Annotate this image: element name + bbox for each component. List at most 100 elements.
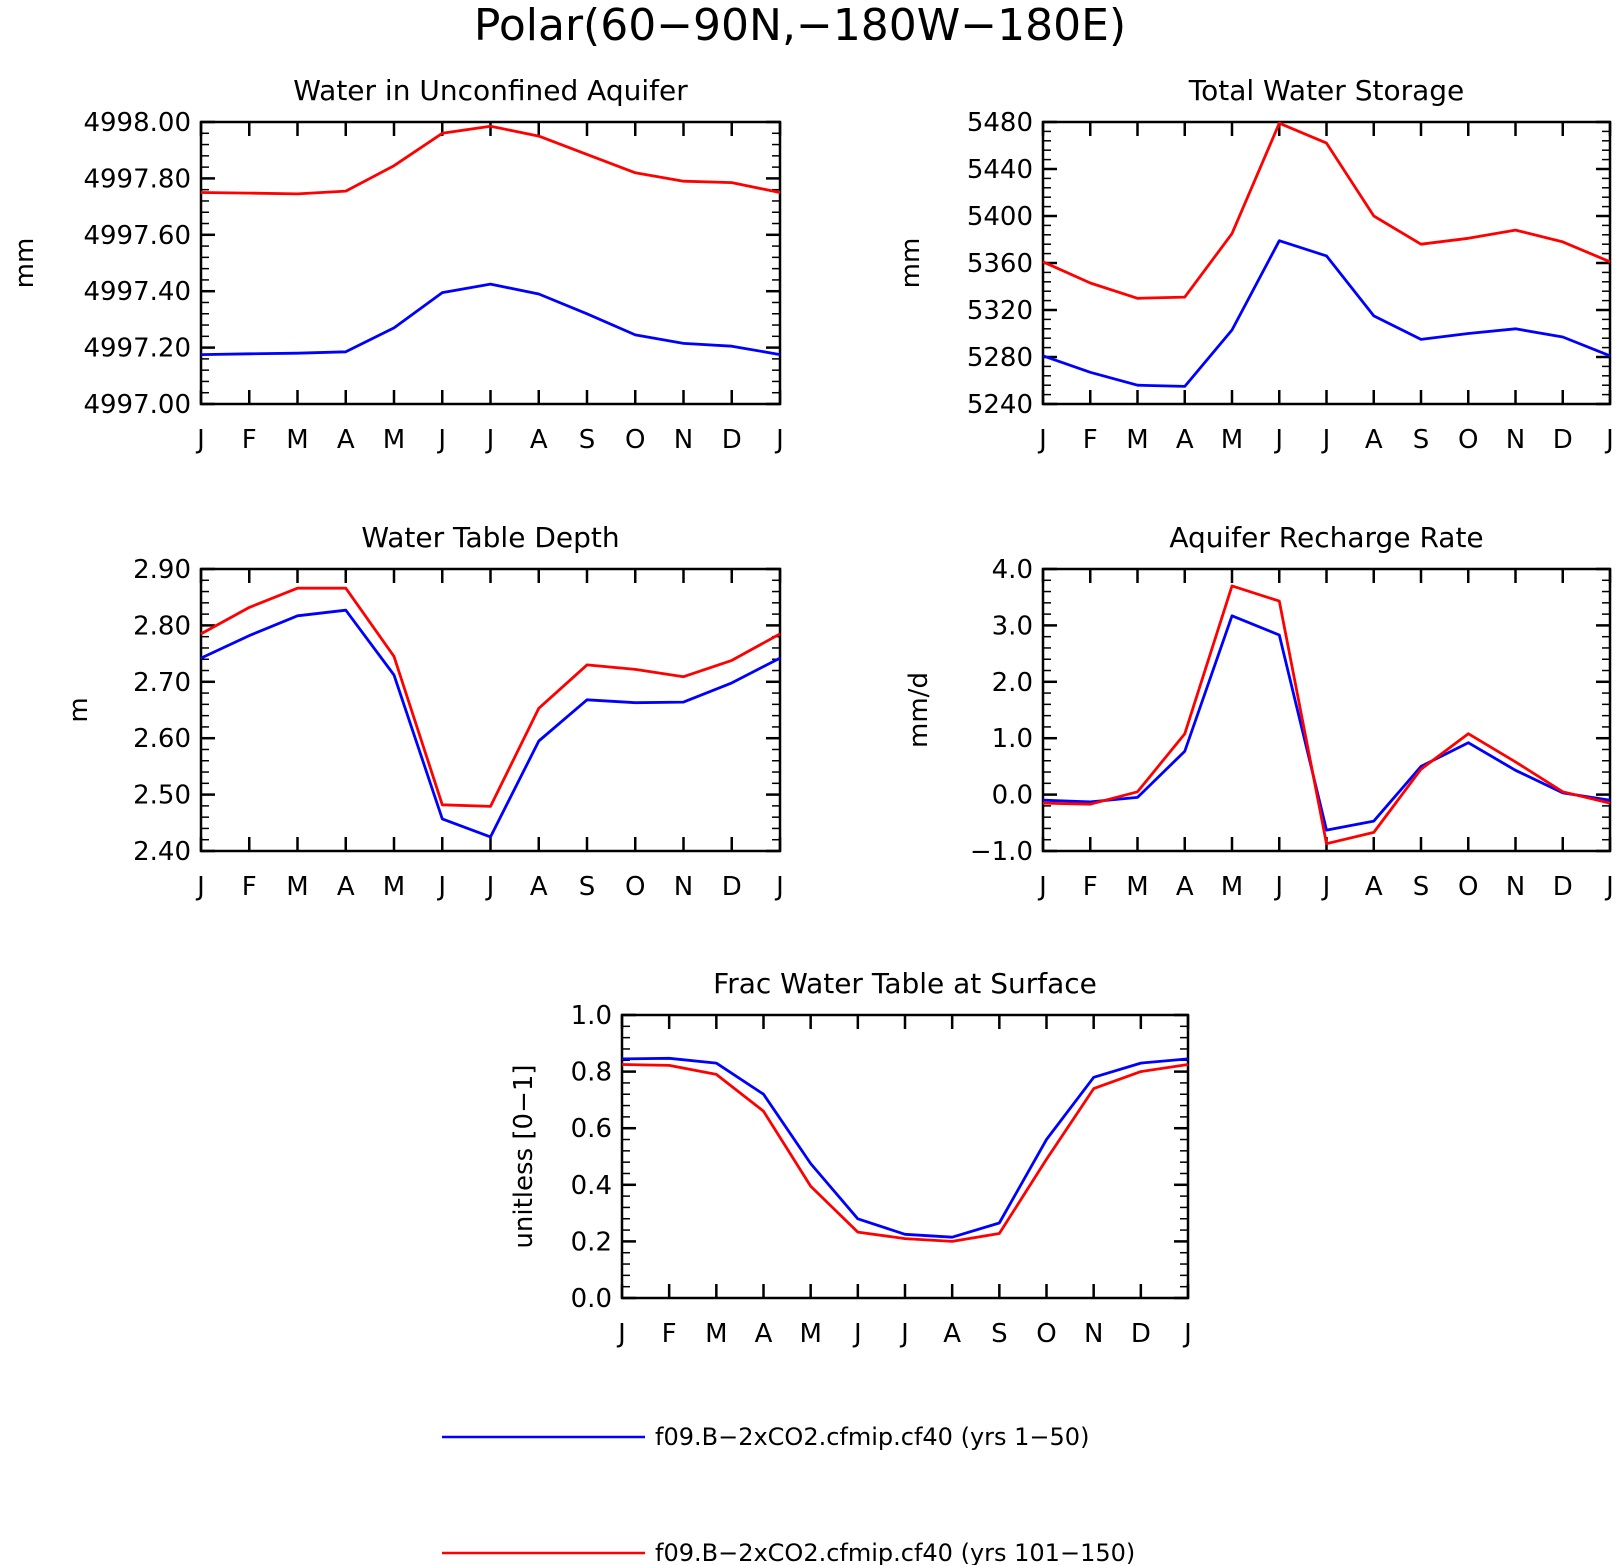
x-tick-label: J [774,872,784,902]
x-tick-label: O [625,425,645,455]
panel-title: Total Water Storage [1188,74,1465,107]
series-line-1 [1042,614,1611,832]
x-tick-label: J [436,425,446,455]
x-tick-label: J [774,425,784,455]
y-tick-label: 1.0 [571,1001,612,1031]
panel-title: Frac Water Table at Surface [713,967,1097,1000]
x-tick-label: D [1553,872,1573,902]
series-line-1 [1042,239,1611,388]
x-tick-label: J [485,872,495,902]
y-tick-label: 0.0 [571,1284,612,1314]
chart-panel-2: J F M A M J J A S O N D J524052805320536054005440548… [896,74,1614,455]
y-tick-label: 0.2 [571,1227,612,1257]
y-tick-label: 4997.60 [83,221,191,251]
y-tick-label: 4997.40 [83,277,191,307]
x-tick-label: J [1037,872,1047,902]
x-tick-label: A [943,1319,961,1349]
x-tick-label: J [1321,872,1331,902]
series-line-1 [200,282,781,356]
y-tick-label: 5360 [967,249,1033,279]
y-axis-label: mm [896,238,926,289]
y-tick-label: −1.0 [970,837,1033,867]
x-tick-label: M [1126,425,1148,455]
y-tick-label: 0.8 [571,1058,612,1088]
y-tick-label: 2.50 [133,781,191,811]
series-line-2 [200,124,781,196]
legend-label-series-2: f09.B−2xCO2.cfmip.cf40 (yrs 101−150) [655,1539,1135,1565]
x-tick-label: S [991,1319,1008,1349]
x-tick-label: D [722,872,742,902]
x-tick-label: M [383,425,405,455]
legend: f09.B−2xCO2.cfmip.cf40 (yrs 1−50) f09.B−… [442,1423,1135,1565]
x-tick-label: A [1365,872,1383,902]
x-tick-label: J [485,425,495,455]
y-tick-label: 2.0 [992,668,1033,698]
x-tick-label: M [383,872,405,902]
y-tick-label: 3.0 [992,611,1033,641]
y-tick-label: 2.80 [133,611,191,641]
x-tick-label: N [1506,425,1525,455]
chart-panel-3: J F M A M J J A S O N D J2.402.502.602.702.802.90Wat… [64,521,784,902]
plot-frame [199,120,782,406]
y-tick-label: 5400 [967,202,1033,232]
x-tick-label: J [195,425,205,455]
x-tick-label: M [1221,425,1243,455]
x-tick-label: J [899,1319,909,1349]
plot-frame [199,567,782,853]
x-tick-label: D [1131,1319,1151,1349]
y-tick-label: 2.60 [133,724,191,754]
y-axis-label: mm [10,238,40,289]
y-tick-label: 4997.00 [83,390,191,420]
panel-title: Aquifer Recharge Rate [1169,521,1483,554]
y-tick-label: 2.70 [133,668,191,698]
panel-title: Water Table Depth [361,521,619,554]
x-tick-label: M [286,872,308,902]
x-tick-label: J [616,1319,626,1349]
x-tick-label: N [674,872,693,902]
x-tick-label: J [1273,425,1283,455]
figure-title: Polar(60−90N,−180W−180E) [474,0,1126,51]
x-tick-label: J [1321,425,1331,455]
x-tick-label: J [1182,1319,1192,1349]
series-line-1 [621,1056,1189,1239]
x-tick-label: J [1604,425,1614,455]
x-tick-label: N [1084,1319,1103,1349]
x-tick-label: M [1221,872,1243,902]
x-tick-label: J [1604,872,1614,902]
x-tick-label: S [1413,872,1430,902]
y-tick-label: 5480 [967,108,1033,138]
y-tick-label: 4998.00 [83,108,191,138]
x-tick-label: A [530,872,548,902]
x-tick-label: A [530,425,548,455]
x-tick-label: O [1458,425,1478,455]
y-tick-label: 0.4 [571,1171,612,1201]
series-line-2 [1042,584,1611,846]
y-tick-label: 1.0 [992,724,1033,754]
chart-panel-4: J F M A M J J A S O N D J−1.00.01.02.03.04.0Aquifer … [904,521,1614,902]
y-tick-label: 0.0 [992,781,1033,811]
x-tick-label: A [1365,425,1383,455]
series-line-2 [1042,121,1611,300]
chart-panels: J F M A M J J A S O N D J4997.004997.204997.404997.6… [10,74,1614,1349]
x-tick-label: D [722,425,742,455]
x-tick-label: F [242,872,257,902]
x-tick-label: S [1413,425,1430,455]
y-tick-label: 4.0 [992,555,1033,585]
plot-frame [1041,567,1612,853]
y-tick-label: 5320 [967,296,1033,326]
series-line-1 [200,608,781,839]
y-axis-label: mm/d [904,672,934,748]
x-tick-label: O [625,872,645,902]
x-tick-label: J [195,872,205,902]
x-tick-label: A [337,872,355,902]
y-axis-label: unitless [0−1] [509,1064,539,1248]
x-tick-label: J [852,1319,862,1349]
y-tick-label: 4997.20 [83,334,191,364]
x-tick-label: N [674,425,693,455]
series-line-2 [200,586,781,808]
x-tick-label: N [1506,872,1525,902]
x-tick-label: A [1176,425,1194,455]
x-tick-label: J [1037,425,1047,455]
